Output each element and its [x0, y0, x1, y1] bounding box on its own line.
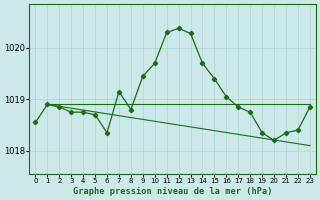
X-axis label: Graphe pression niveau de la mer (hPa): Graphe pression niveau de la mer (hPa) [73, 187, 272, 196]
